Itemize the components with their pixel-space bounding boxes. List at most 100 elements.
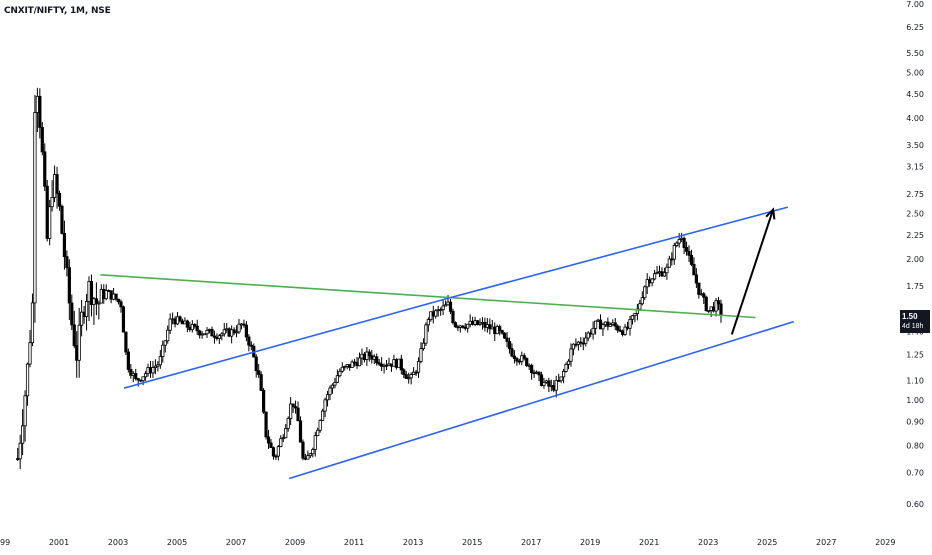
candle-body <box>184 321 186 324</box>
candle-body <box>117 299 119 302</box>
candle-body <box>673 245 675 259</box>
candle-body <box>380 364 382 366</box>
candle-body <box>494 327 496 334</box>
candle-body <box>639 304 641 309</box>
candle-body <box>656 273 658 274</box>
candle-body <box>164 341 166 345</box>
y-tick-label: 1.25 <box>906 351 924 360</box>
candle-body <box>63 233 65 256</box>
candle-body <box>218 336 220 339</box>
candle-body <box>491 327 493 329</box>
candle-body <box>324 400 326 411</box>
candle-body <box>294 407 296 408</box>
candle-body <box>405 375 407 379</box>
candle-body <box>78 325 80 360</box>
candle-body <box>449 302 451 311</box>
candle-body <box>484 322 486 327</box>
candle-body <box>653 274 655 279</box>
candle-body <box>19 443 21 459</box>
candle-body <box>240 324 242 325</box>
candle-body <box>307 456 309 460</box>
x-tick-label: 2003 <box>108 538 128 547</box>
candle-body <box>646 280 648 287</box>
candle-body <box>516 359 518 362</box>
candle-body <box>548 381 550 386</box>
y-tick-label: 7.00 <box>906 0 924 9</box>
candle-body <box>668 259 670 267</box>
candle-body <box>511 349 513 356</box>
candle-body <box>540 375 542 386</box>
x-tick-label: 2023 <box>698 538 718 547</box>
candle-body <box>103 289 105 298</box>
candle-body <box>594 321 596 328</box>
trendline <box>100 275 755 318</box>
candle-body <box>447 302 449 305</box>
candle-body <box>427 320 429 325</box>
candle-body <box>385 365 387 366</box>
candle-body <box>17 459 19 460</box>
candle-body <box>720 304 722 315</box>
x-tick-label: 2007 <box>226 538 246 547</box>
candle-body <box>213 336 215 337</box>
candle-body <box>560 377 562 381</box>
y-tick-label: 0.80 <box>906 441 924 450</box>
candle-body <box>171 319 173 320</box>
candle-body <box>100 289 102 303</box>
y-tick-label: 2.50 <box>906 210 924 219</box>
candle-body <box>21 426 23 443</box>
candle-body <box>41 127 43 151</box>
candle-body <box>304 458 306 459</box>
candle-body <box>260 375 262 391</box>
candle-body <box>518 361 520 362</box>
candle-body <box>314 436 316 450</box>
candle-body <box>617 326 619 330</box>
candle-body <box>302 442 304 458</box>
y-tick-label: 4.00 <box>906 114 924 123</box>
candle-body <box>270 443 272 448</box>
y-axis: 0.600.700.800.901.001.101.251.401.752.00… <box>906 0 924 509</box>
candle-body <box>98 303 100 304</box>
candle-body <box>297 408 299 421</box>
candle-body <box>543 382 545 385</box>
candle-body <box>71 303 73 325</box>
candle-body <box>353 362 355 363</box>
candle-body <box>179 317 181 321</box>
candle-body <box>685 248 687 252</box>
candle-body <box>462 326 464 328</box>
candle-body <box>678 240 680 244</box>
candle-body <box>575 344 577 345</box>
x-tick-label: 2013 <box>403 538 423 547</box>
candle-body <box>545 381 547 383</box>
candle-body <box>607 322 609 326</box>
candle-body <box>285 428 287 437</box>
candle-body <box>48 207 50 239</box>
candle-body <box>312 450 314 454</box>
candle-body <box>612 323 614 325</box>
candle-body <box>464 327 466 328</box>
candle-body <box>53 175 55 198</box>
candle-body <box>680 238 682 239</box>
candle-body <box>282 438 284 439</box>
y-tick-label: 1.10 <box>906 377 924 386</box>
trendline <box>449 207 788 298</box>
candle-body <box>255 357 257 371</box>
price-badge-countdown: 4d 18h <box>902 322 928 331</box>
candle-body <box>592 328 594 334</box>
candle-body <box>570 349 572 361</box>
y-tick-label: 1.00 <box>906 396 924 405</box>
candle-body <box>120 302 122 307</box>
candle-body <box>693 264 695 274</box>
candle-body <box>420 349 422 362</box>
x-tick-label: 2025 <box>757 538 777 547</box>
candle-body <box>577 342 579 344</box>
candle-body <box>523 356 525 359</box>
trendlines <box>100 207 793 478</box>
candle-body <box>624 327 626 334</box>
candle-body <box>498 327 500 331</box>
candle-body <box>230 330 232 336</box>
candle-body <box>585 338 587 343</box>
candle-body <box>452 311 454 322</box>
candle-body <box>250 345 252 346</box>
